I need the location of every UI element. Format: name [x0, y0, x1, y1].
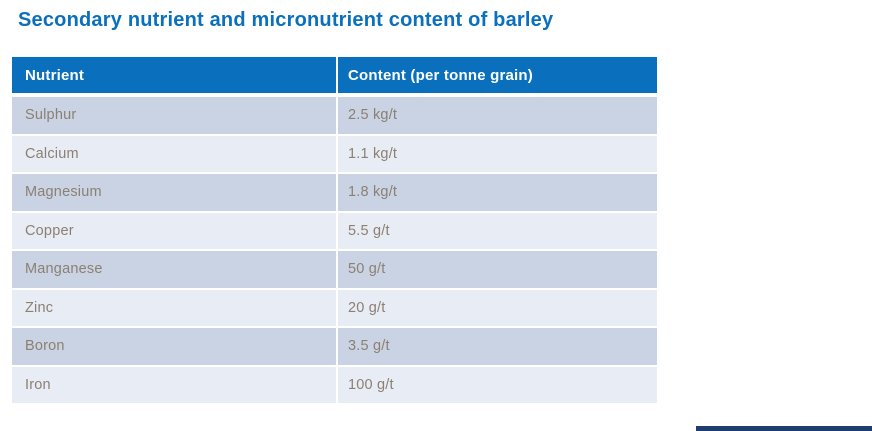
bottom-accent-bar — [696, 426, 872, 431]
content-cell: 20 g/t — [338, 289, 657, 326]
nutrient-cell: Boron — [12, 328, 336, 365]
table-row: Copper 5.5 g/t — [12, 212, 657, 249]
content-cell: 5.5 g/t — [338, 212, 657, 249]
table-row: Manganese 50 g/t — [12, 251, 657, 288]
nutrient-cell: Zinc — [12, 289, 336, 326]
table-row: Magnesium 1.8 kg/t — [12, 174, 657, 211]
table-row: Boron 3.5 g/t — [12, 328, 657, 365]
content-cell: 50 g/t — [338, 251, 657, 288]
table-row: Iron 100 g/t — [12, 366, 657, 403]
table-row: Zinc 20 g/t — [12, 289, 657, 326]
content-cell: 2.5 kg/t — [338, 97, 657, 134]
content-cell: 1.8 kg/t — [338, 174, 657, 211]
content-cell: 100 g/t — [338, 366, 657, 403]
header-cell-nutrient: Nutrient — [12, 57, 336, 93]
nutrient-cell: Manganese — [12, 251, 336, 288]
nutrient-table: Nutrient Content (per tonne grain) Sulph… — [12, 57, 657, 403]
table-body: Sulphur 2.5 kg/t Calcium 1.1 kg/t Magnes… — [12, 97, 657, 403]
nutrient-cell: Sulphur — [12, 97, 336, 134]
table-header-row: Nutrient Content (per tonne grain) — [12, 57, 657, 93]
content-cell: 1.1 kg/t — [338, 135, 657, 172]
nutrient-cell: Copper — [12, 212, 336, 249]
table-row: Calcium 1.1 kg/t — [12, 135, 657, 172]
header-cell-content: Content (per tonne grain) — [338, 57, 657, 93]
nutrient-cell: Iron — [12, 366, 336, 403]
nutrient-cell: Magnesium — [12, 174, 336, 211]
content-cell: 3.5 g/t — [338, 328, 657, 365]
page-title: Secondary nutrient and micronutrient con… — [18, 9, 554, 31]
nutrient-cell: Calcium — [12, 135, 336, 172]
table-row: Sulphur 2.5 kg/t — [12, 97, 657, 134]
